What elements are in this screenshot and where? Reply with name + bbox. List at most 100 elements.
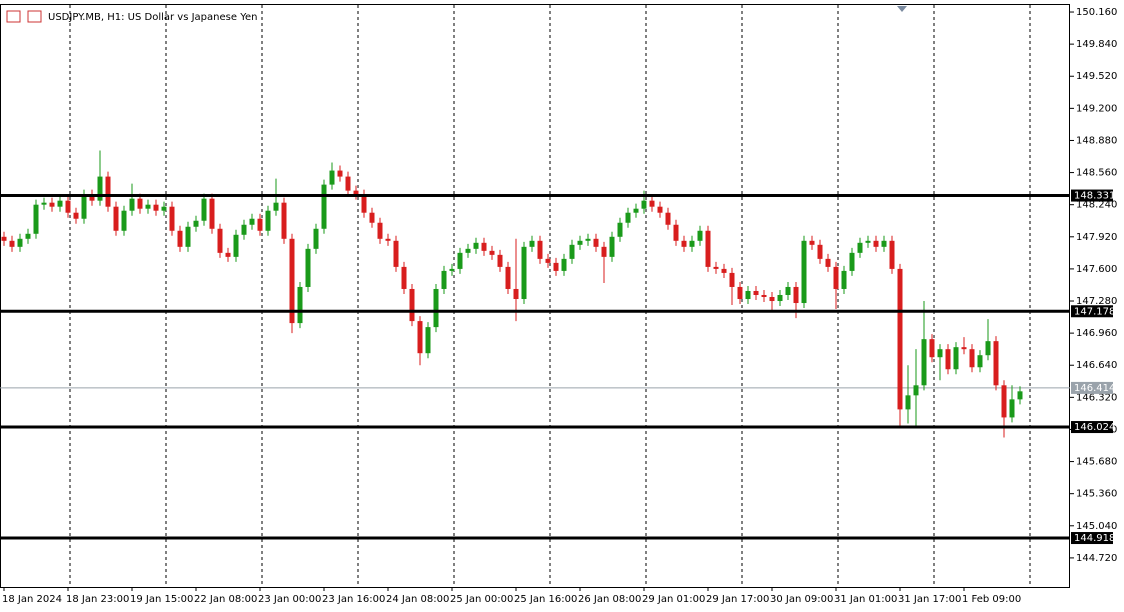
candle-body: [505, 266, 511, 289]
candle-body: [529, 240, 535, 247]
candle-body: [41, 202, 47, 205]
y-tick-label: 146.960: [1076, 328, 1117, 339]
symbol-icons: [6, 10, 42, 23]
y-tick-label: 150.160: [1076, 7, 1117, 18]
x-tick-label: 24 Jan 08:00: [386, 594, 449, 605]
candle-body: [185, 226, 191, 247]
candle-body: [457, 252, 463, 269]
y-tick-label: 148.240: [1076, 200, 1117, 211]
x-tick-label: 26 Jan 08:00: [578, 594, 641, 605]
level-label: 148.331: [1074, 191, 1115, 202]
y-tick-label: 145.040: [1076, 521, 1117, 532]
candle-body: [49, 202, 55, 207]
candle-body: [65, 200, 71, 213]
candle-body: [689, 240, 695, 247]
candle-body: [985, 341, 991, 356]
candle-body: [473, 242, 479, 249]
x-tick-label: 1 Feb 09:00: [962, 594, 1021, 605]
x-tick-label: 30 Jan 09:00: [770, 594, 833, 605]
candle-body: [297, 286, 303, 324]
candle-body: [857, 242, 863, 253]
candle-body: [785, 286, 791, 295]
x-tick-label: 29 Jan 17:00: [706, 594, 769, 605]
candle-body: [97, 176, 103, 201]
candle-body: [961, 347, 967, 350]
x-tick-label: 31 Jan 17:00: [898, 594, 961, 605]
candle-body: [361, 194, 367, 213]
candle-body: [1001, 385, 1007, 418]
candle-body: [641, 200, 647, 209]
candle-body: [681, 240, 687, 247]
y-tick-label: 145.680: [1076, 457, 1117, 468]
y-tick-label: 149.520: [1076, 71, 1117, 82]
y-tick-label: 146.320: [1076, 392, 1117, 403]
level-label-box: [1071, 532, 1113, 545]
candle-body: [329, 170, 335, 185]
level-label-box: [1071, 189, 1113, 202]
chart-title: USDJPY.MB, H1: US Dollar vs Japanese Yen: [48, 12, 257, 23]
candle-body: [945, 349, 951, 370]
candle-body: [593, 238, 599, 247]
candle-body: [729, 272, 735, 287]
candle-body: [417, 321, 423, 354]
candle-body: [73, 212, 79, 219]
candle-body: [321, 184, 327, 229]
candle-body: [57, 200, 63, 207]
candle-body: [577, 240, 583, 245]
candle-body: [345, 176, 351, 191]
candle-body: [881, 240, 887, 247]
shift-marker: [897, 6, 907, 12]
candle-body: [385, 238, 391, 241]
candle-body: [969, 349, 975, 368]
candle-body: [305, 248, 311, 287]
candle-body: [145, 204, 151, 209]
candle-body: [113, 206, 119, 231]
y-tick-label: 146.640: [1076, 360, 1117, 371]
plot-frame: [0, 4, 1070, 588]
candle-body: [561, 258, 567, 271]
candle-body: [849, 252, 855, 271]
candle-body: [993, 341, 999, 386]
candle-body: [617, 222, 623, 237]
candle-body: [713, 266, 719, 269]
candle-body: [121, 210, 127, 231]
candle-body: [481, 242, 487, 251]
candle-body: [801, 240, 807, 304]
x-tick-label: 18 Jan 23:00: [66, 594, 129, 605]
x-tick-label: 23 Jan 00:00: [258, 594, 321, 605]
candle-body: [465, 248, 471, 253]
x-tick-label: 18 Jan 2024: [2, 594, 62, 605]
y-tick-label: 144.720: [1076, 553, 1117, 564]
candle-body: [393, 240, 399, 267]
candle-body: [697, 230, 703, 241]
candle-body: [977, 355, 983, 368]
candle-body: [777, 294, 783, 302]
level-label: 146.024: [1074, 422, 1115, 433]
candle-body: [249, 218, 255, 225]
candle-body: [521, 246, 527, 300]
candle-body: [601, 246, 607, 257]
y-tick-label: 149.840: [1076, 39, 1117, 50]
candle-body: [817, 244, 823, 259]
level-label: 147.178: [1074, 306, 1115, 317]
candle-body: [409, 288, 415, 322]
candle-body: [665, 212, 671, 225]
candle-body: [441, 270, 447, 289]
candle-body: [753, 290, 759, 295]
price-label-box: [1071, 381, 1113, 394]
candle-body: [225, 252, 231, 257]
x-tick-label: 31 Jan 01:00: [834, 594, 897, 605]
candle-body: [377, 222, 383, 239]
candle-body: [825, 258, 831, 267]
candle-body: [201, 198, 207, 221]
candle-body: [265, 210, 271, 231]
y-tick-label: 149.200: [1076, 103, 1117, 114]
candle-body: [585, 238, 591, 241]
price-label: 146.414: [1074, 383, 1115, 394]
candle-body: [633, 208, 639, 213]
candle-body: [1009, 399, 1015, 418]
candle-body: [161, 206, 167, 211]
candle-body: [369, 212, 375, 223]
candle-body: [513, 288, 519, 300]
